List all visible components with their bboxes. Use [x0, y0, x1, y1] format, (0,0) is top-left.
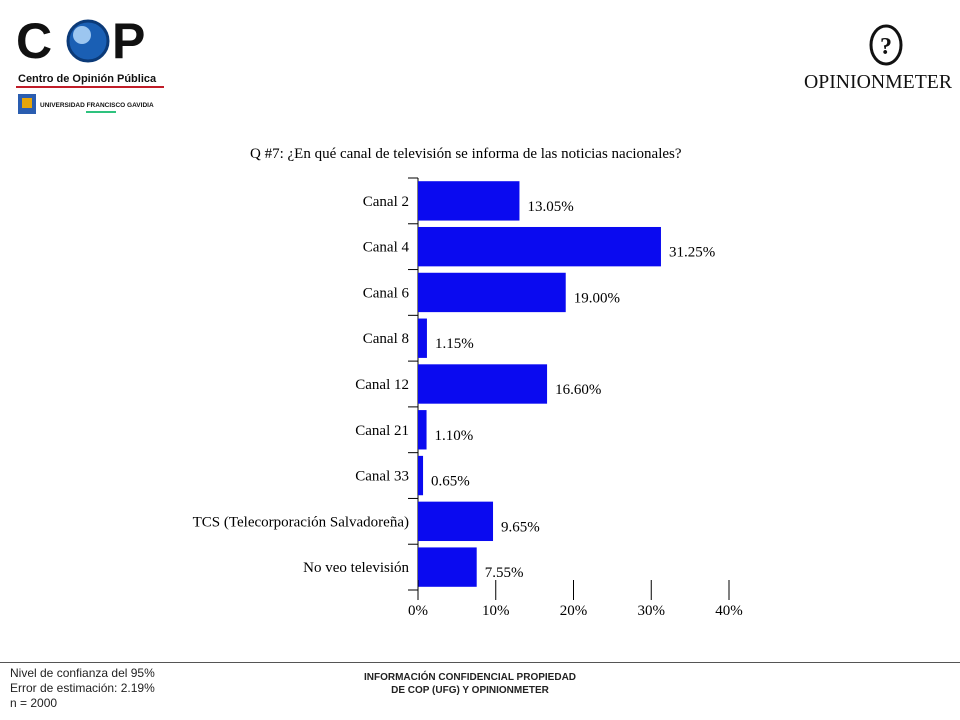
- footer-confidential-line1: INFORMACIÓN CONFIDENCIAL PROPIEDAD: [363, 672, 577, 683]
- footer-stats: Nivel de confianza del 95% Error de esti…: [10, 666, 155, 711]
- svg-text:?: ?: [880, 34, 892, 60]
- x-tick-label: 10%: [482, 603, 510, 619]
- footer-confidential-line2: DE COP (UFG) Y OPINIONMETER: [391, 685, 549, 696]
- value-label: 13.05%: [527, 199, 573, 215]
- x-tick-label: 30%: [638, 603, 666, 619]
- svg-text:C: C: [16, 13, 52, 69]
- value-label: 7.55%: [485, 565, 524, 581]
- value-label: 1.10%: [435, 428, 474, 444]
- ufg-name: UNIVERSIDAD FRANCISCO GAVIDIA: [40, 102, 154, 109]
- bar: [418, 272, 566, 313]
- x-tick-label: 0%: [408, 603, 428, 619]
- category-label: No veo televisión: [303, 560, 409, 576]
- category-label: Canal 33: [355, 469, 409, 485]
- cop-logo: C P Centro de Opinión Pública UNIVERSIDA…: [16, 13, 164, 114]
- bar-chart: Canal 2 13.05% Canal 4 31.25% Canal 6 19.00% C…: [193, 177, 743, 619]
- value-label: 19.00%: [574, 290, 620, 306]
- bar: [418, 501, 494, 542]
- footer-sample-size: n = 2000: [10, 696, 58, 710]
- opinionmeter-logo: ? OPINIONMETER: [804, 24, 953, 93]
- category-label: Canal 4: [363, 240, 410, 256]
- value-label: 31.25%: [669, 245, 715, 261]
- footer-confidential: INFORMACIÓN CONFIDENCIAL PROPIEDAD DE CO…: [340, 671, 600, 697]
- bar: [418, 318, 427, 358]
- value-label: 1.15%: [435, 336, 474, 352]
- value-label: 9.65%: [501, 519, 540, 535]
- footer-error: Error de estimación: 2.19%: [10, 681, 155, 695]
- svg-text:P: P: [112, 13, 145, 69]
- category-label: Canal 6: [363, 285, 410, 301]
- category-label: Canal 2: [363, 194, 409, 210]
- bar: [418, 226, 661, 267]
- x-tick-label: 20%: [560, 603, 588, 619]
- bar: [418, 181, 520, 221]
- category-label: Canal 8: [363, 331, 409, 347]
- x-tick-label: 40%: [715, 603, 743, 619]
- value-label: 16.60%: [555, 382, 601, 398]
- opinionmeter-wordmark: OPINIONMETER: [804, 71, 953, 93]
- bar: [418, 547, 477, 587]
- cop-subtitle: Centro de Opinión Pública: [18, 73, 157, 85]
- footer-divider: [0, 662, 960, 663]
- value-label: 0.65%: [431, 474, 470, 490]
- chart-title: Q #7: ¿En qué canal de televisión se inf…: [250, 146, 682, 162]
- category-label: Canal 21: [355, 423, 409, 439]
- footer-confidence: Nivel de confianza del 95%: [10, 666, 155, 680]
- bar: [418, 455, 424, 496]
- category-label: Canal 12: [355, 377, 409, 393]
- bar: [418, 364, 548, 404]
- bar: [418, 410, 427, 450]
- category-label: TCS (Telecorporación Salvadoreña): [193, 514, 409, 530]
